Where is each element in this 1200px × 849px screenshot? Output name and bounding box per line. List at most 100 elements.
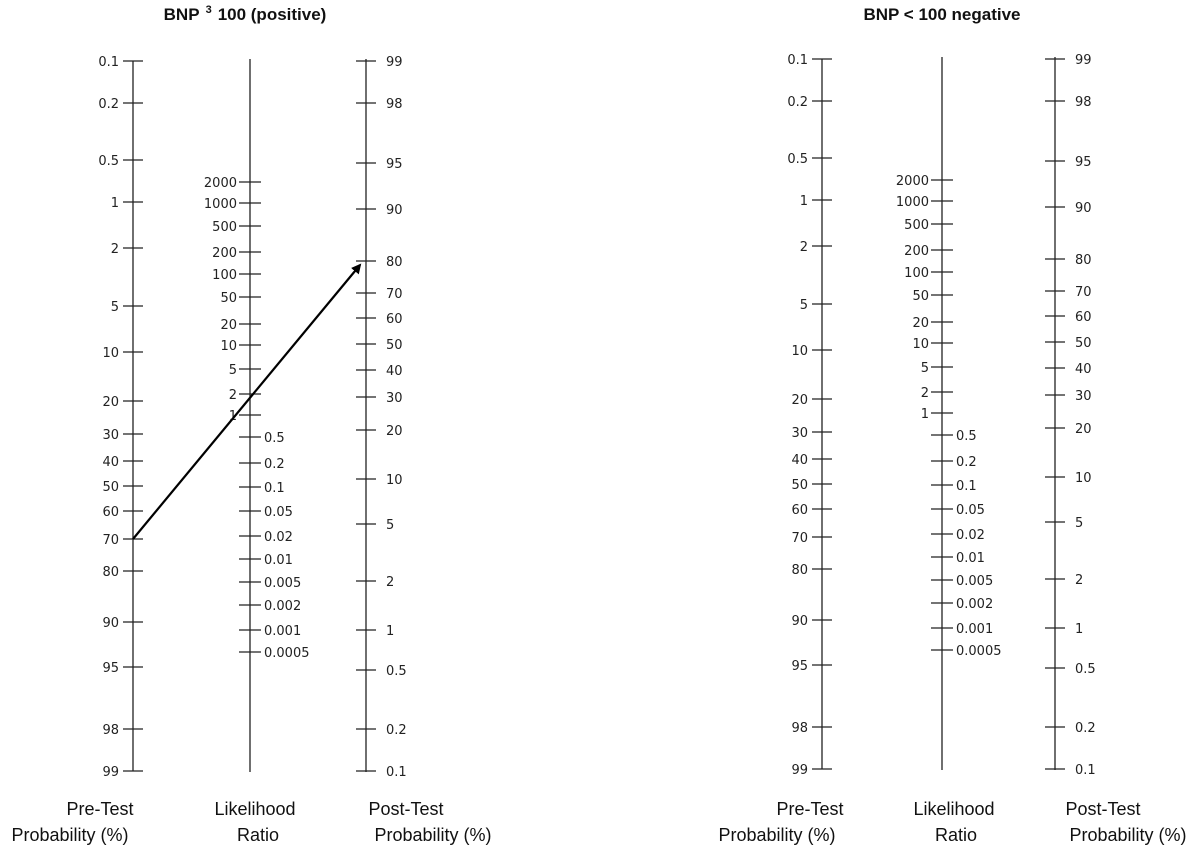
posttest-tick-label: 99 bbox=[1075, 53, 1092, 68]
lr-tick-label: 200 bbox=[904, 244, 929, 259]
posttest-tick-label: 5 bbox=[1075, 516, 1083, 531]
lr-tick-label: 0.01 bbox=[956, 551, 985, 566]
posttest-label-line2: Probability (%) bbox=[1069, 825, 1186, 845]
lr-tick-label: 0.002 bbox=[956, 597, 993, 612]
pretest-tick-label: 20 bbox=[791, 393, 808, 408]
pretest-tick-label: 0.1 bbox=[98, 55, 119, 70]
pretest-tick-label: 70 bbox=[102, 533, 119, 548]
lr-tick-label: 0.0005 bbox=[956, 644, 1002, 659]
lr-tick-label: 1000 bbox=[896, 195, 929, 210]
posttest-label-line1: Post-Test bbox=[368, 799, 443, 819]
pretest-tick-label: 20 bbox=[102, 395, 119, 410]
lr-tick-label: 200 bbox=[212, 246, 237, 261]
posttest-tick-label: 80 bbox=[1075, 253, 1092, 268]
lr-tick-label: 0.5 bbox=[264, 431, 285, 446]
lr-label-line1: Likelihood bbox=[214, 799, 295, 819]
probability-arrow bbox=[132, 263, 362, 540]
lr-tick-label: 500 bbox=[212, 220, 237, 235]
posttest-tick-label: 30 bbox=[386, 391, 403, 406]
pretest-tick-label: 0.2 bbox=[787, 95, 808, 110]
posttest-tick-label: 90 bbox=[386, 203, 403, 218]
pretest-tick-label: 90 bbox=[791, 614, 808, 629]
lr-label-line1: Likelihood bbox=[913, 799, 994, 819]
pretest-tick-label: 30 bbox=[102, 428, 119, 443]
pretest-tick-label: 95 bbox=[102, 661, 119, 676]
pretest-tick-label: 99 bbox=[102, 765, 119, 780]
pretest-tick-label: 5 bbox=[111, 300, 119, 315]
lr-tick-label: 10 bbox=[220, 339, 237, 354]
pretest-tick-label: 10 bbox=[102, 346, 119, 361]
posttest-tick-label: 1 bbox=[386, 624, 394, 639]
lr-tick-label: 100 bbox=[212, 268, 237, 283]
posttest-tick-label: 70 bbox=[386, 287, 403, 302]
posttest-tick-label: 0.2 bbox=[386, 723, 407, 738]
pretest-tick-label: 2 bbox=[800, 240, 808, 255]
pretest-tick-label: 30 bbox=[791, 426, 808, 441]
nomogram-title-positive: BNP 3 100 (positive) bbox=[164, 4, 327, 24]
posttest-tick-label: 0.5 bbox=[386, 664, 407, 679]
pretest-tick-label: 98 bbox=[102, 723, 119, 738]
posttest-tick-label: 5 bbox=[386, 518, 394, 533]
pretest-label-line2: Probability (%) bbox=[718, 825, 835, 845]
lr-label-line2: Ratio bbox=[935, 825, 977, 845]
posttest-tick-label: 10 bbox=[386, 473, 403, 488]
posttest-tick-label: 10 bbox=[1075, 471, 1092, 486]
posttest-tick-label: 1 bbox=[1075, 622, 1083, 637]
posttest-tick-label: 40 bbox=[386, 364, 403, 379]
pretest-label-line1: Pre-Test bbox=[776, 799, 843, 819]
posttest-tick-label: 2 bbox=[1075, 573, 1083, 588]
lr-tick-label: 0.02 bbox=[956, 528, 985, 543]
posttest-tick-label: 95 bbox=[1075, 155, 1092, 170]
lr-tick-label: 500 bbox=[904, 218, 929, 233]
lr-tick-label: 0.02 bbox=[264, 530, 293, 545]
lr-tick-label: 50 bbox=[220, 291, 237, 306]
pretest-tick-label: 60 bbox=[791, 503, 808, 518]
pretest-tick-label: 99 bbox=[791, 763, 808, 778]
lr-tick-label: 1000 bbox=[204, 197, 237, 212]
pretest-tick-label: 0.1 bbox=[787, 53, 808, 68]
lr-tick-label: 0.5 bbox=[956, 429, 977, 444]
pretest-tick-label: 1 bbox=[800, 194, 808, 209]
lr-tick-label: 0.2 bbox=[956, 455, 977, 470]
posttest-tick-label: 0.5 bbox=[1075, 662, 1096, 677]
pretest-tick-label: 60 bbox=[102, 505, 119, 520]
nomogram-scales: 0.10.20.51251020304050607080909598992000… bbox=[98, 53, 1095, 780]
posttest-tick-label: 80 bbox=[386, 255, 403, 270]
title-superscript: 3 bbox=[206, 4, 212, 16]
lr-tick-label: 2000 bbox=[896, 174, 929, 189]
pretest-tick-label: 10 bbox=[791, 344, 808, 359]
lr-tick-label: 0.1 bbox=[956, 479, 977, 494]
lr-tick-label: 2000 bbox=[204, 176, 237, 191]
lr-tick-label: 0.05 bbox=[264, 505, 293, 520]
posttest-tick-label: 98 bbox=[1075, 95, 1092, 110]
lr-tick-label: 20 bbox=[912, 316, 929, 331]
posttest-tick-label: 60 bbox=[1075, 310, 1092, 325]
pretest-tick-label: 98 bbox=[791, 721, 808, 736]
posttest-label-line1: Post-Test bbox=[1065, 799, 1140, 819]
lr-tick-label: 20 bbox=[220, 318, 237, 333]
lr-tick-label: 0.01 bbox=[264, 553, 293, 568]
posttest-label-line2: Probability (%) bbox=[374, 825, 491, 845]
posttest-tick-label: 20 bbox=[1075, 422, 1092, 437]
pretest-tick-label: 0.2 bbox=[98, 97, 119, 112]
posttest-tick-label: 2 bbox=[386, 575, 394, 590]
lr-tick-label: 0.05 bbox=[956, 503, 985, 518]
nomogram-positive: 0.10.20.51251020304050607080909598992000… bbox=[98, 55, 406, 780]
pretest-tick-label: 0.5 bbox=[787, 152, 808, 167]
lr-tick-label: 0.2 bbox=[264, 457, 285, 472]
pretest-tick-label: 95 bbox=[791, 659, 808, 674]
pretest-tick-label: 0.5 bbox=[98, 154, 119, 169]
nomogram-title-negative: BNP < 100 negative bbox=[863, 5, 1020, 24]
posttest-tick-label: 0.2 bbox=[1075, 721, 1096, 736]
lr-tick-label: 1 bbox=[229, 409, 237, 424]
posttest-tick-label: 70 bbox=[1075, 285, 1092, 300]
posttest-tick-label: 99 bbox=[386, 55, 403, 70]
posttest-tick-label: 40 bbox=[1075, 362, 1092, 377]
pretest-tick-label: 50 bbox=[791, 478, 808, 493]
pretest-tick-label: 50 bbox=[102, 480, 119, 495]
pretest-tick-label: 40 bbox=[102, 455, 119, 470]
posttest-tick-label: 60 bbox=[386, 312, 403, 327]
lr-tick-label: 1 bbox=[921, 407, 929, 422]
lr-tick-label: 5 bbox=[229, 363, 237, 378]
